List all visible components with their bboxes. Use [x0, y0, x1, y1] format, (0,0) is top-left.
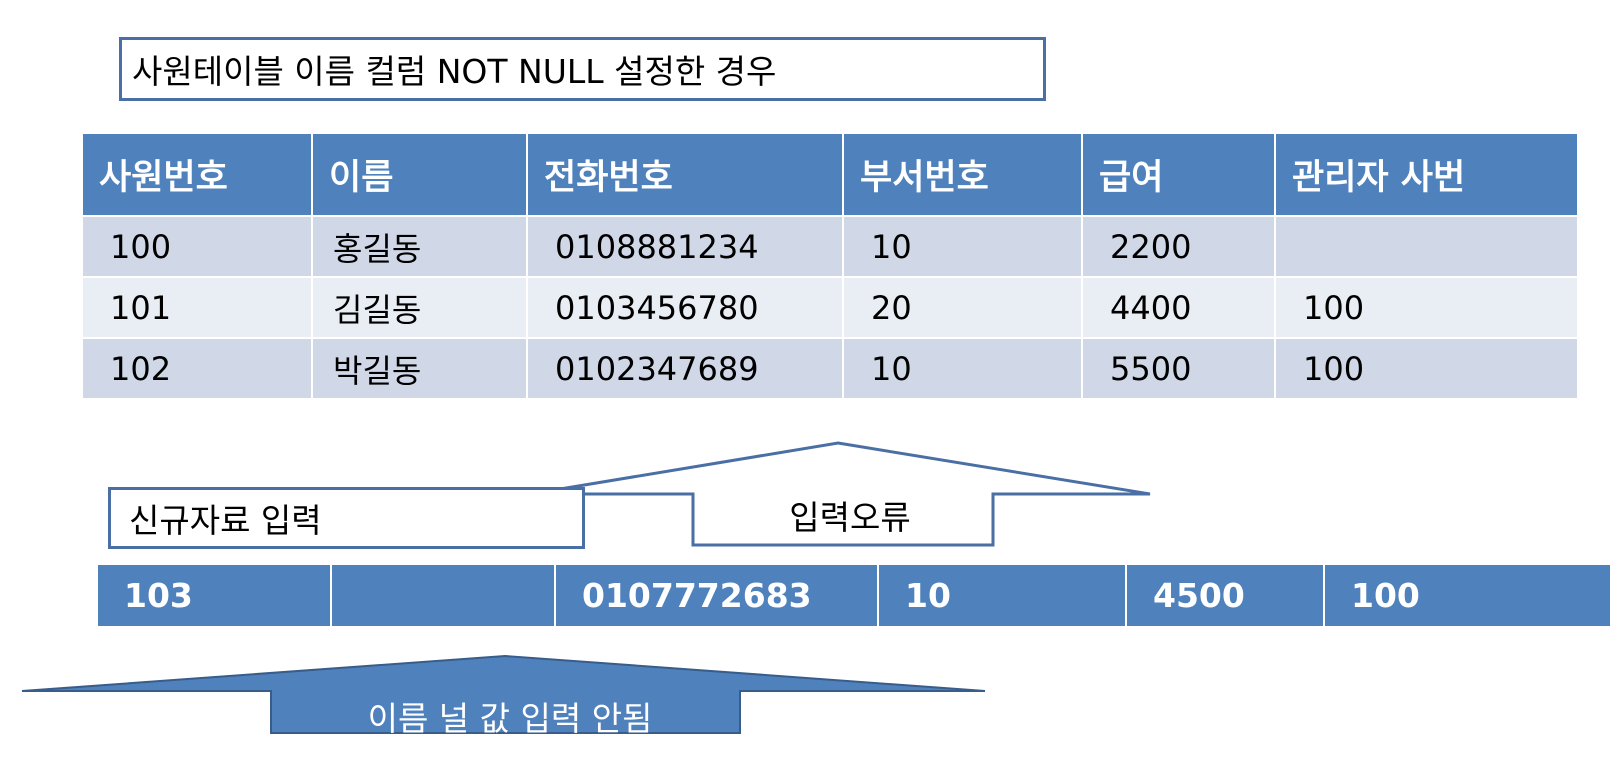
cell-name: 홍길동 [312, 216, 528, 278]
table-header-row: 사원번호 이름 전화번호 부서번호 급여 관리자 사번 [83, 134, 1577, 217]
cell-department: 10 [843, 216, 1083, 278]
cell-employee-id: 102 [83, 338, 313, 400]
header-name: 이름 [312, 134, 528, 217]
null-arrow-label: 이름 널 값 입력 안됨 [367, 699, 653, 738]
cell-employee-id: 100 [83, 216, 313, 278]
cell-employee-id: 101 [83, 277, 313, 339]
new-cell-department: 10 [879, 565, 1127, 626]
cell-manager-id: 100 [1275, 338, 1577, 400]
cell-manager-id [1275, 216, 1577, 278]
new-data-label: 신규자료 입력 [108, 487, 585, 549]
new-record-row: 103 0107772683 10 4500 100 [98, 565, 1610, 626]
cell-name: 김길동 [312, 277, 528, 339]
cell-phone: 0108881234 [527, 216, 844, 278]
header-manager-id: 관리자 사번 [1275, 134, 1577, 217]
new-cell-employee-id: 103 [98, 565, 332, 626]
header-salary: 급여 [1082, 134, 1276, 217]
new-cell-phone: 0107772683 [556, 565, 879, 626]
header-department: 부서번호 [843, 134, 1083, 217]
table-row: 102 박길동 0102347689 10 5500 100 [83, 338, 1577, 400]
cell-phone: 0102347689 [527, 338, 844, 400]
new-cell-manager-id: 100 [1325, 565, 1610, 626]
cell-salary: 4400 [1082, 277, 1276, 339]
cell-phone: 0103456780 [527, 277, 844, 339]
cell-salary: 2200 [1082, 216, 1276, 278]
employee-table: 사원번호 이름 전화번호 부서번호 급여 관리자 사번 100 홍길동 0108… [83, 134, 1577, 400]
header-phone: 전화번호 [527, 134, 844, 217]
table-row: 101 김길동 0103456780 20 4400 100 [83, 277, 1577, 339]
new-cell-salary: 4500 [1127, 565, 1325, 626]
table-row: 100 홍길동 0108881234 10 2200 [83, 216, 1577, 278]
null-up-arrow [21, 654, 986, 734]
new-cell-name [332, 565, 556, 626]
cell-department: 20 [843, 277, 1083, 339]
cell-manager-id: 100 [1275, 277, 1577, 339]
header-employee-id: 사원번호 [83, 134, 313, 217]
error-arrow-label: 입력오류 [789, 498, 911, 537]
diagram-title: 사원테이블 이름 컬럼 NOT NULL 설정한 경우 [119, 37, 1046, 101]
cell-salary: 5500 [1082, 338, 1276, 400]
cell-department: 10 [843, 338, 1083, 400]
cell-name: 박길동 [312, 338, 528, 400]
